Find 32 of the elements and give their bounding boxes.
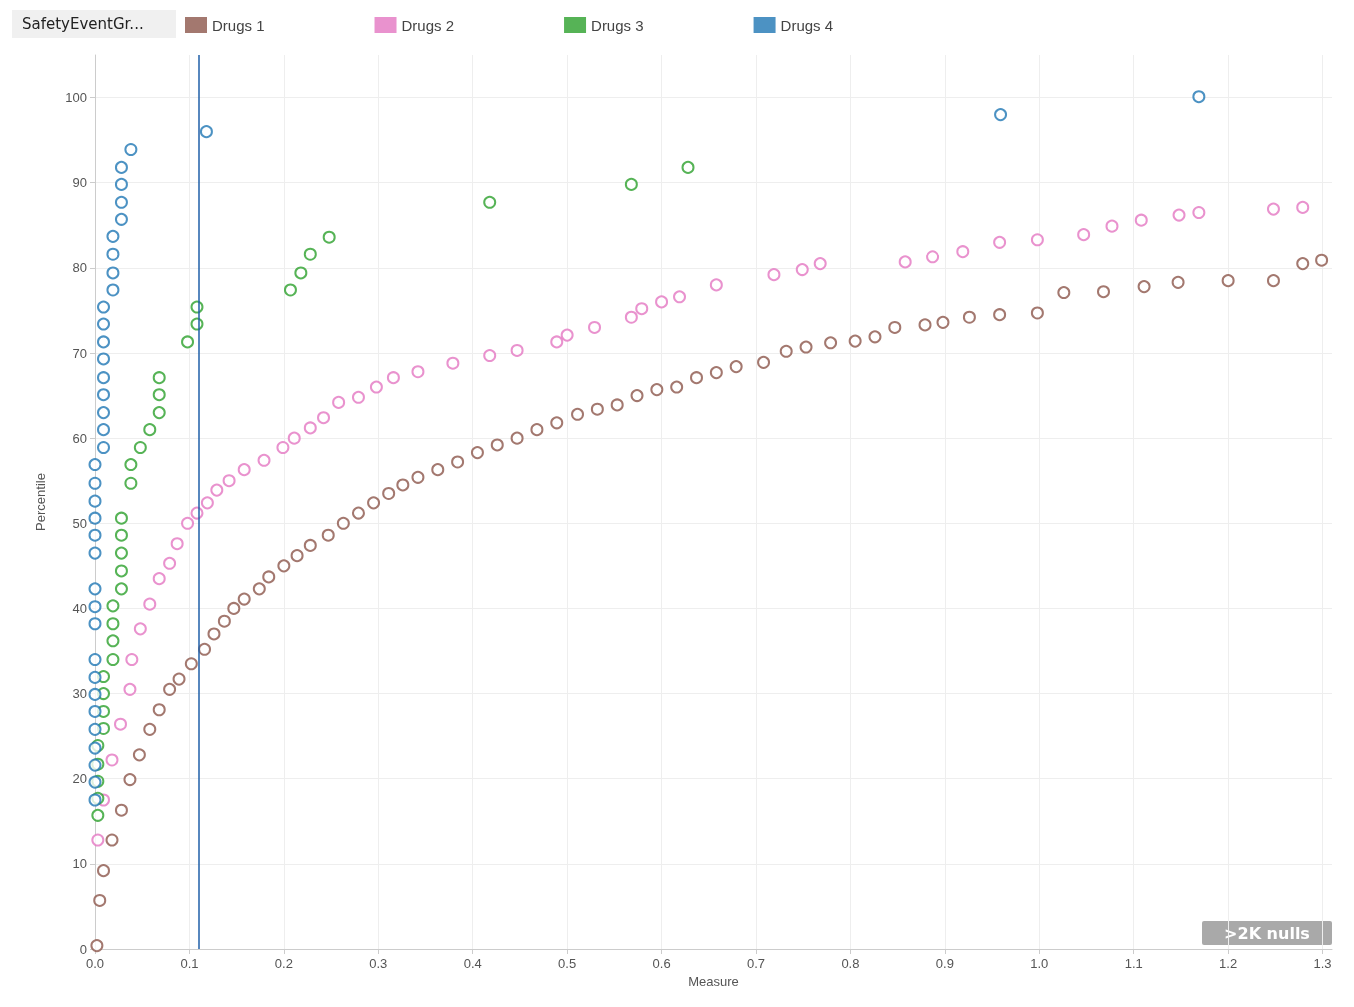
x-tick-label: 1.3 [1313, 956, 1332, 971]
x-tick-label: 0.4 [463, 956, 482, 971]
y-tick-label: 40 [72, 600, 87, 616]
legend-label: Drugs 1 [212, 16, 265, 34]
y-tick-label: 100 [65, 90, 87, 106]
x-tick-label: 0.2 [274, 956, 293, 971]
x-tick-label: 1.0 [1030, 956, 1049, 971]
x-tick-label: 1.1 [1124, 956, 1143, 971]
y-tick-label: 30 [72, 686, 87, 702]
legend-label: Drugs 3 [591, 16, 644, 34]
x-tick-label: 0.7 [746, 956, 766, 971]
y-tick-label: 70 [72, 345, 87, 361]
y-tick-label: 0 [79, 941, 87, 957]
y-tick-label: 50 [72, 515, 87, 531]
y-tick-label: 10 [72, 856, 87, 872]
y-tick-label: 60 [72, 430, 87, 446]
legend-title: SafetyEventGr... [22, 14, 144, 33]
x-tick-label: 0.5 [558, 956, 577, 971]
x-tick-label: 0.8 [841, 956, 860, 971]
x-tick-label: 0.0 [85, 956, 105, 971]
x-tick-label: 0.1 [180, 956, 199, 971]
x-tick-label: 0.6 [652, 956, 671, 971]
y-tick-label: 90 [72, 175, 87, 191]
x-tick-label: 1.2 [1219, 956, 1238, 971]
legend-label: Drugs 2 [401, 16, 455, 34]
y-tick-label: 80 [72, 260, 87, 276]
legend-label: Drugs 4 [780, 16, 834, 34]
x-axis-title: Measure [688, 973, 739, 989]
x-tick-label: 0.9 [935, 956, 954, 971]
x-tick-label: 0.3 [369, 956, 388, 971]
y-axis-title: Percentile [33, 473, 48, 531]
y-tick-label: 20 [72, 771, 87, 787]
